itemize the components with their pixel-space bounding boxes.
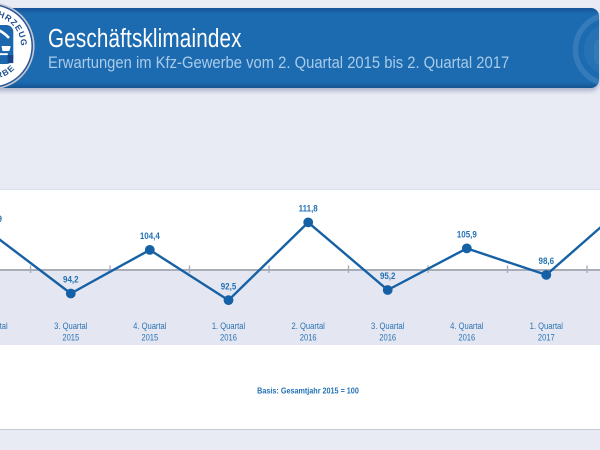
svg-text:2016: 2016 bbox=[379, 331, 396, 342]
svg-text:95,2: 95,2 bbox=[380, 271, 396, 282]
svg-text:1. Quartal: 1. Quartal bbox=[530, 320, 563, 331]
svg-text:2. Quartal: 2. Quartal bbox=[0, 320, 8, 331]
svg-text:2017: 2017 bbox=[538, 331, 555, 342]
svg-text:105,9: 105,9 bbox=[457, 229, 477, 240]
svg-text:2016: 2016 bbox=[220, 331, 237, 342]
svg-text:92,5: 92,5 bbox=[221, 281, 237, 292]
svg-text:98,6: 98,6 bbox=[539, 255, 555, 266]
svg-text:2015: 2015 bbox=[62, 331, 79, 342]
svg-text:2015: 2015 bbox=[141, 331, 158, 342]
svg-text:3. Quartal: 3. Quartal bbox=[371, 320, 404, 331]
svg-text:1. Quartal: 1. Quartal bbox=[212, 320, 245, 331]
svg-text:2016: 2016 bbox=[300, 331, 317, 342]
svg-text:107,9: 107,9 bbox=[0, 213, 2, 224]
svg-text:2. Quartal: 2. Quartal bbox=[292, 320, 325, 331]
svg-text:111,8: 111,8 bbox=[299, 203, 318, 214]
svg-text:4. Quartal: 4. Quartal bbox=[133, 320, 166, 331]
svg-text:Basis: Gesamtjahr 2015 = 100: Basis: Gesamtjahr 2015 = 100 bbox=[257, 386, 359, 396]
svg-text:3. Quartal: 3. Quartal bbox=[54, 320, 87, 331]
svg-text:94,2: 94,2 bbox=[63, 274, 79, 285]
svg-text:104,4: 104,4 bbox=[140, 230, 160, 241]
svg-text:2016: 2016 bbox=[458, 331, 475, 342]
svg-text:4. Quartal: 4. Quartal bbox=[450, 320, 483, 331]
